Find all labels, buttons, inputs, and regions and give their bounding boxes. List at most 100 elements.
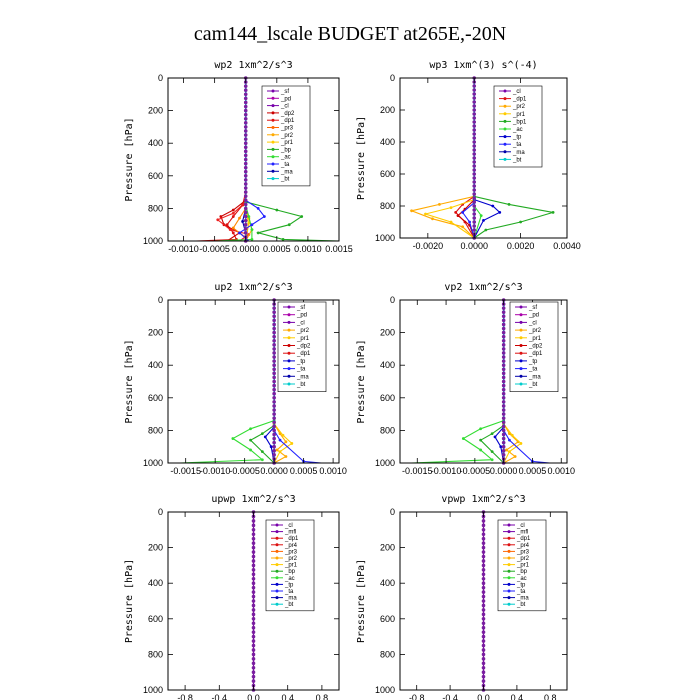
series-point (454, 211, 458, 214)
x-tick-label: 0.8 (316, 693, 329, 700)
legend-marker (275, 530, 279, 534)
zero-line-marker (243, 174, 248, 178)
chart-panel: wp3 1xm^(3) s^(-4) Pressure [hPa] -0.0020 0… (356, 60, 581, 251)
series-point (484, 228, 488, 232)
zero-line-marker (243, 222, 248, 227)
zero-line-marker (251, 541, 256, 545)
x-tick-label: -0.0005 (229, 466, 260, 476)
legend-label: _pr2 (296, 328, 310, 334)
zero-line-marker (501, 453, 506, 457)
zero-line-marker (472, 128, 477, 132)
y-axis-label: Pressure [hPa] (124, 559, 135, 643)
zero-line-marker (243, 194, 248, 198)
legend-label: _bt (516, 602, 526, 608)
series-point (493, 435, 497, 439)
legend-marker (271, 89, 275, 93)
legend-label: _bt (512, 157, 522, 163)
legend: _sf _pd_cl _pr2 _pr1 _dp2_dp1 _tp _ta_ma _bt (277, 301, 327, 392)
series-point (507, 203, 511, 206)
zero-line-marker (501, 396, 506, 400)
zero-line-marker (251, 674, 256, 679)
zero-line-marker (243, 116, 248, 121)
zero-line-marker (243, 226, 248, 231)
zero-line-marker (501, 428, 506, 433)
legend-marker (287, 351, 291, 355)
legend-label: _dp2 (296, 344, 311, 350)
series-point (260, 432, 264, 436)
x-tick-label: -0.0005 (460, 466, 491, 476)
zero-line-marker (472, 144, 477, 148)
zero-line-marker (272, 448, 276, 453)
y-tick-label: 1000 (143, 458, 163, 468)
zero-line-marker (481, 648, 486, 652)
legend-label: _bp (516, 569, 528, 575)
x-tick-label: -0.0015 (170, 466, 201, 476)
zero-line-marker (243, 125, 248, 129)
legend-label: _ta (512, 142, 522, 148)
zero-line-marker (251, 661, 256, 666)
zero-line-marker (481, 536, 486, 541)
series-point (275, 208, 279, 212)
series-line (479, 300, 505, 464)
y-tick-label: 0 (158, 507, 163, 517)
zero-line-marker (243, 210, 248, 215)
zero-line-marker (243, 104, 248, 109)
zero-line-marker (272, 379, 276, 384)
x-tick-label: 0.4 (281, 693, 294, 700)
x-tick-label: 0.0000 (460, 241, 488, 251)
legend-marker (271, 118, 275, 122)
panel-title: wp3 1xm^(3) s^(-4) (429, 60, 537, 71)
zero-line-marker (472, 176, 477, 180)
series-point (281, 433, 285, 437)
legend-label: _dp1 (512, 97, 527, 103)
x-tick-label: 0.0020 (507, 241, 535, 251)
legend: _cl_mfl_dp1_pr4_pr3_pr2_pr1_bp_ac_tp_ta_… (265, 519, 315, 612)
legend-marker (271, 96, 275, 100)
legend-label: _dp1 (280, 118, 295, 124)
legend-label: _ma (512, 150, 525, 156)
y-axis-label: Pressure [hPa] (124, 117, 135, 201)
zero-line-marker (481, 665, 486, 670)
zero-line-marker (243, 231, 248, 235)
legend-label: _pr2 (512, 104, 526, 110)
series-point (490, 432, 494, 436)
series-line (409, 78, 475, 239)
zero-line-marker (243, 100, 248, 105)
zero-line-marker (272, 343, 276, 347)
zero-line-marker (472, 208, 477, 212)
zero-line-marker (272, 347, 276, 351)
legend-marker (503, 97, 507, 101)
legend-marker (519, 382, 523, 386)
zero-line-marker (481, 532, 486, 537)
zero-line-marker (272, 326, 276, 331)
legend-marker (507, 563, 511, 567)
zero-line-marker (501, 347, 506, 351)
zero-line-marker (501, 444, 506, 449)
zero-line-marker (472, 100, 477, 104)
series-point (479, 438, 483, 442)
zero-line-marker (251, 630, 256, 634)
plot-frame (399, 299, 568, 464)
zero-line-marker (501, 424, 506, 429)
zero-line-marker (272, 318, 276, 323)
zero-line-marker (472, 148, 477, 152)
zero-line-marker (243, 182, 248, 186)
series-line (457, 78, 475, 239)
zero-line-marker (272, 375, 276, 380)
panel-title: up2 1xm^2/s^3 (214, 282, 292, 293)
zero-line-marker (243, 88, 248, 93)
legend-marker (503, 89, 507, 93)
series-point (250, 223, 254, 227)
zero-line-marker (501, 391, 506, 396)
zero-line-marker (472, 204, 477, 208)
series-point (249, 427, 252, 431)
zero-line-marker (272, 416, 276, 420)
zero-line-marker (272, 412, 276, 416)
zero-line-marker (481, 568, 486, 572)
zero-line-marker (251, 536, 256, 541)
y-tick-label: 400 (380, 137, 395, 147)
series-point (228, 228, 232, 231)
zero-line-marker (243, 145, 248, 150)
y-tick-label: 1000 (375, 458, 395, 468)
zero-line-marker (251, 652, 256, 657)
